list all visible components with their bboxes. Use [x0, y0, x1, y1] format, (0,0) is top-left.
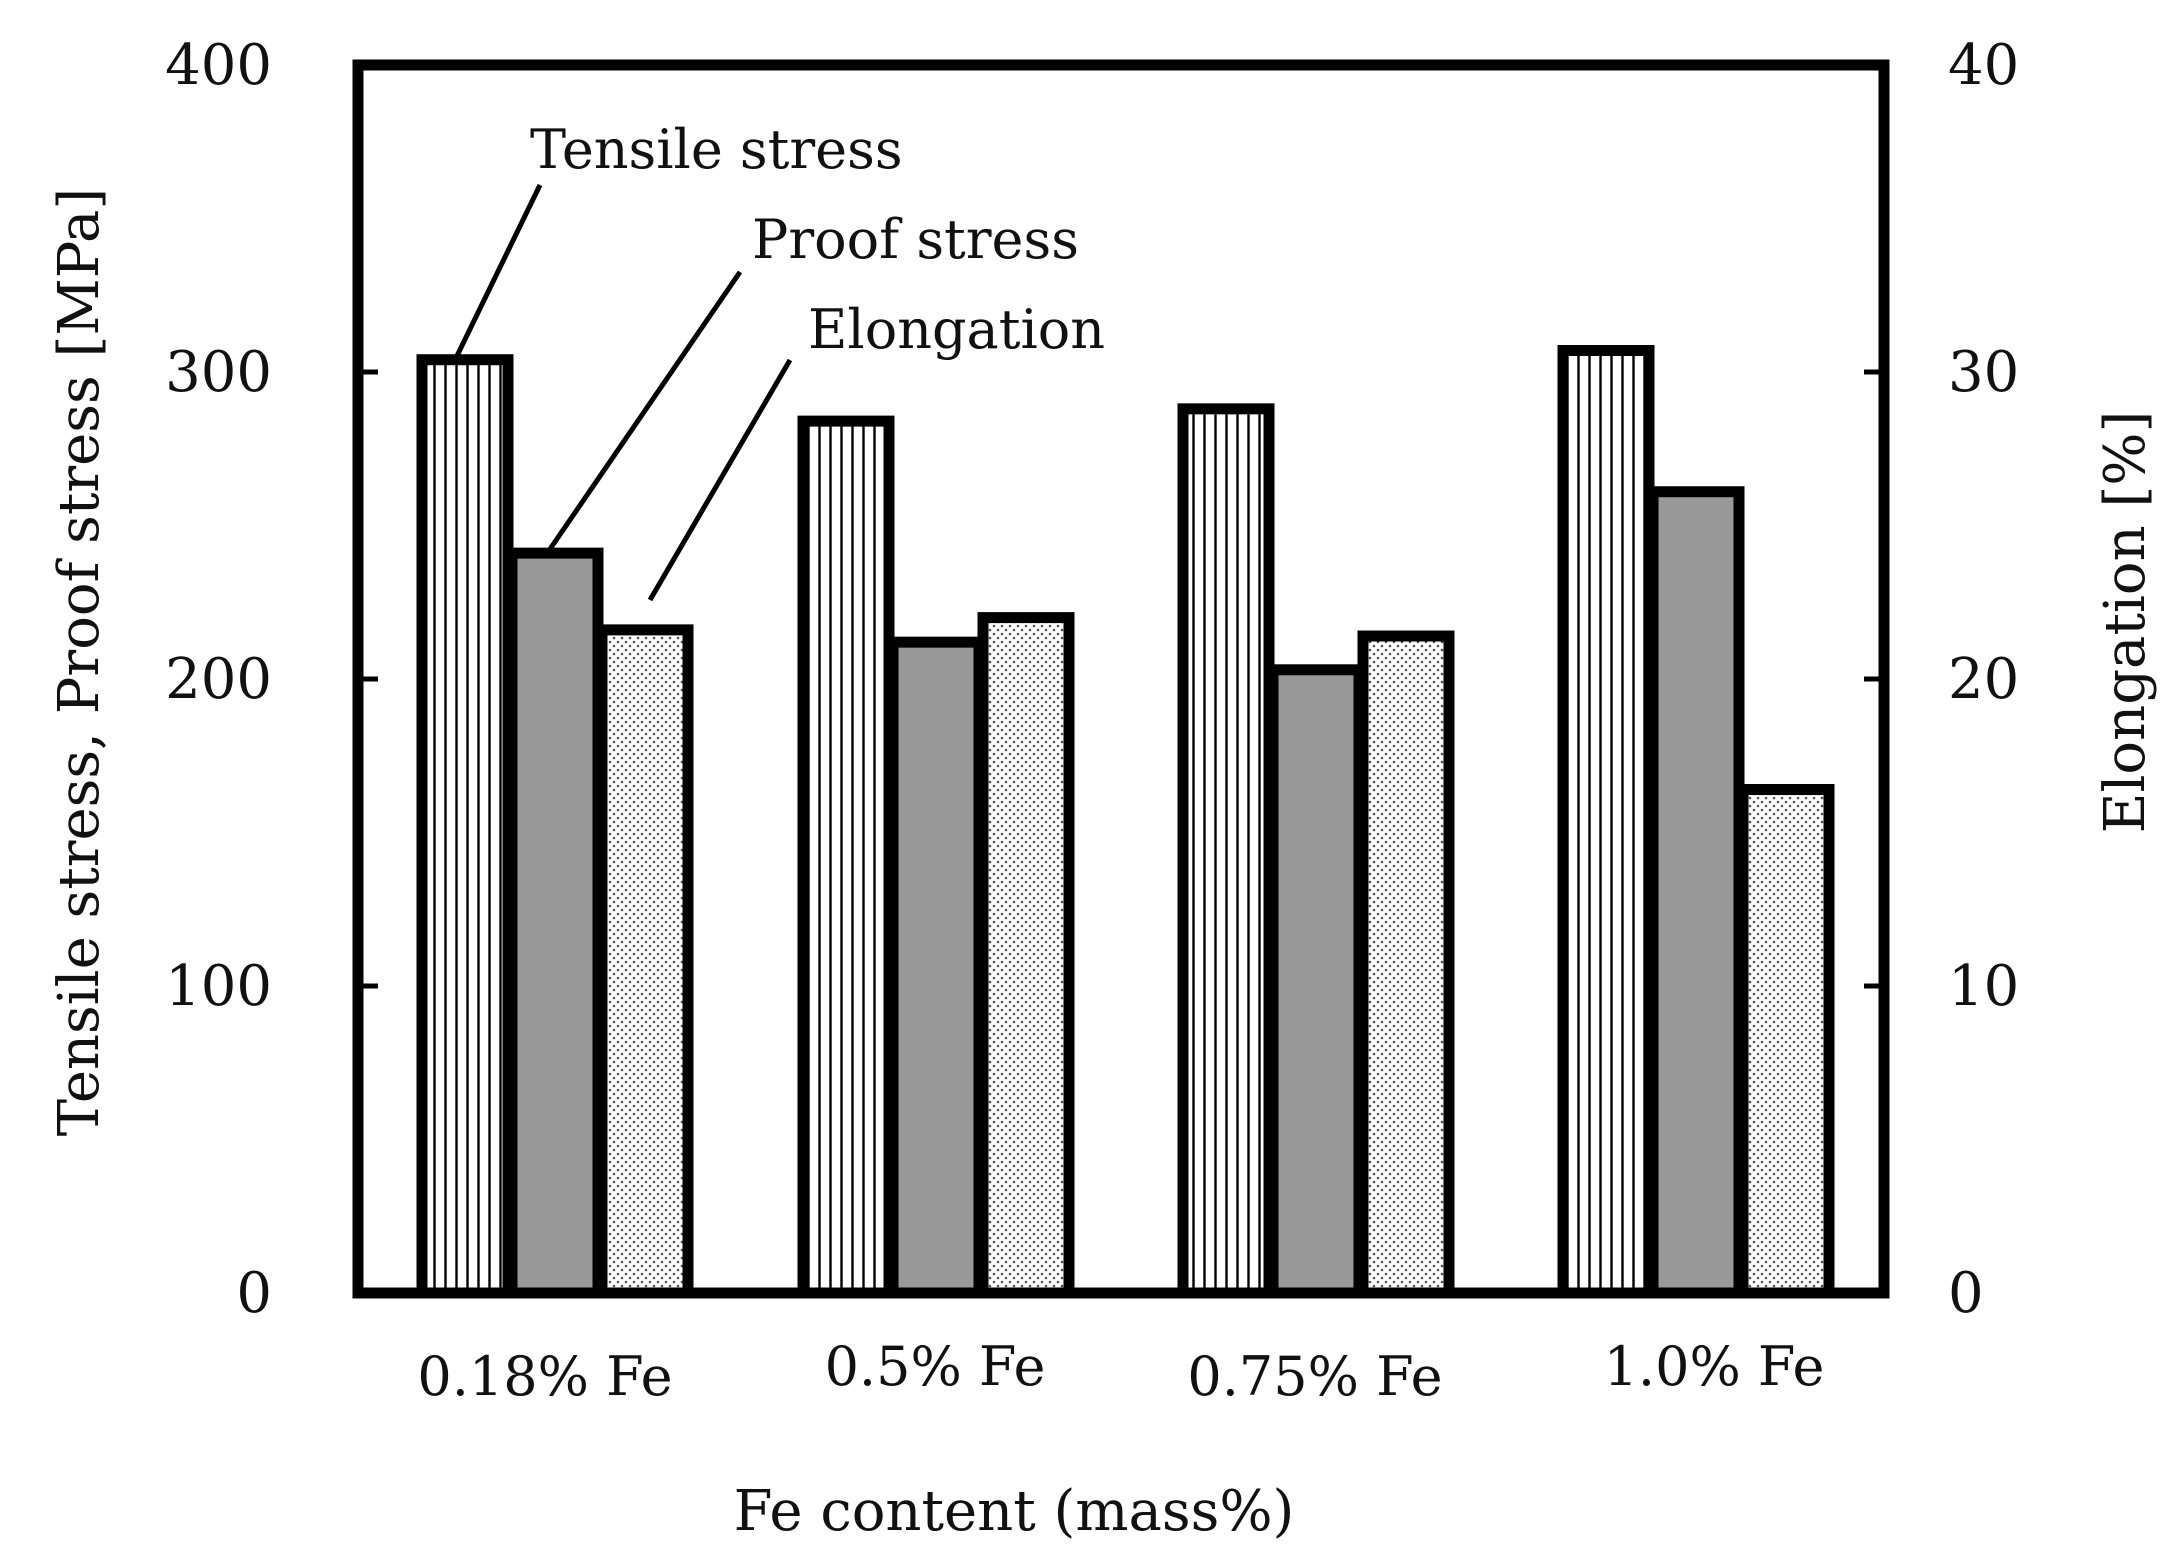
bar-tensile-stress-0-18-fe: [416, 354, 514, 1299]
y2-tick-label-10: 10: [1948, 954, 2019, 1019]
bar-tensile-stress-0-75-fe: [1177, 403, 1275, 1299]
y2-tick-label-30: 30: [1948, 340, 2019, 405]
bar-proof-stress-1-0-fe: [1647, 486, 1745, 1299]
y2-tick-label-20: 20: [1948, 647, 2019, 712]
bars-layer: [416, 345, 1835, 1299]
y-tick-label-0: 0: [236, 1261, 272, 1326]
x-tick-label-1-0-fe: 1.0% Fe: [1604, 1335, 1825, 1398]
bar-proof-stress-0-5-fe: [887, 636, 985, 1299]
bar-tensile-stress-0-5-fe: [797, 415, 895, 1299]
y2-tick-label-0: 0: [1948, 1261, 1984, 1326]
ticks-layer: 0.18% Fe 0.5% Fe 0.75% Fe 1.0% Fe0100200300…: [165, 33, 2019, 1408]
y-tick-label-300: 300: [165, 340, 272, 405]
y-tick-label-200: 200: [165, 647, 272, 712]
annotation-proof-stress: Proof stress: [752, 208, 1079, 271]
bar-proof-stress-0-75-fe: [1267, 664, 1365, 1299]
bar-tensile-stress-1-0-fe: [1557, 345, 1655, 1299]
x-axis-label: Fe content (mass%): [734, 1479, 1295, 1544]
y2-tick-label-40: 40: [1948, 33, 2019, 98]
annotation-leaders: [452, 183, 793, 602]
leader-tensile-stress: [452, 183, 543, 362]
bar-elongation-1-0-fe: [1737, 784, 1835, 1299]
y-tick-label-100: 100: [165, 954, 272, 1019]
bar-elongation-0-75-fe: [1357, 630, 1455, 1299]
bar-elongation-0-18-fe: [596, 624, 694, 1299]
y-tick-label-400: 400: [165, 33, 272, 98]
annotation-elongation: Elongation: [808, 298, 1105, 361]
bar-proof-stress-0-18-fe: [506, 547, 604, 1299]
annotation-tensile-stress: Tensile stress: [530, 118, 903, 181]
bar-elongation-0-5-fe: [977, 612, 1075, 1299]
x-tick-label-0-75-fe: 0.75% Fe: [1187, 1345, 1442, 1408]
y2-axis-label: Elongation [%]: [2093, 411, 2158, 834]
y-axis-label: Tensile stress, Proof stress [MPa]: [47, 188, 112, 1136]
x-tick-label-0-18-fe: 0.18% Fe: [417, 1345, 672, 1408]
x-tick-label-0-5-fe: 0.5% Fe: [825, 1335, 1046, 1398]
leader-proof-stress: [545, 270, 743, 554]
leader-elongation: [647, 358, 793, 602]
